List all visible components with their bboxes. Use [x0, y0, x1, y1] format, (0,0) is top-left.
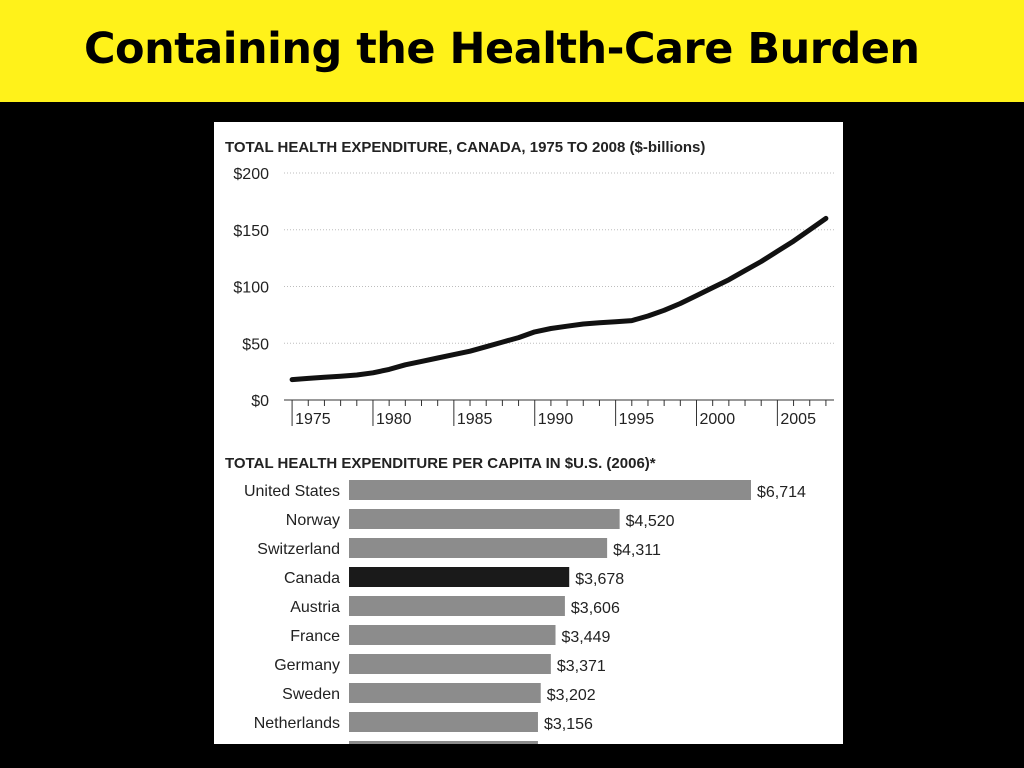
category-label: Austria [290, 599, 340, 616]
y-tick-label: $150 [233, 223, 269, 240]
value-label: $3,449 [562, 629, 611, 646]
value-label: $3,202 [547, 687, 596, 704]
series-line [289, 215, 829, 383]
value-label: $6,714 [757, 484, 806, 501]
value-label: $3,156 [544, 716, 593, 733]
chart-figure: TOTAL HEALTH EXPENDITURE, CANADA, 1975 T… [225, 139, 834, 744]
value-label: $3,371 [557, 658, 606, 675]
y-tick-label: $0 [251, 393, 269, 410]
x-tick-label: 1995 [619, 411, 655, 428]
x-tick-label: 1990 [538, 411, 574, 428]
category-label: France [290, 628, 340, 645]
y-tick-label: $50 [242, 336, 269, 353]
bar-germany [349, 654, 551, 674]
bar-switzerland [349, 538, 608, 558]
bar-norway [349, 509, 620, 529]
category-label: United States [244, 483, 340, 500]
value-label: $3,678 [575, 571, 624, 588]
bar-united-states [349, 480, 751, 500]
bar-chart-title: TOTAL HEALTH EXPENDITURE PER CAPITA IN $… [225, 455, 656, 472]
figure-panel: TOTAL HEALTH EXPENDITURE, CANADA, 1975 T… [214, 122, 843, 744]
slide-title: Containing the Health-Care Burden [84, 24, 920, 74]
x-tick-label: 1975 [295, 411, 331, 428]
value-label: $3,606 [571, 600, 620, 617]
bar-netherlands [349, 712, 538, 732]
value-label: $4,311 [613, 542, 661, 559]
category-label: Sweden [282, 686, 340, 703]
title-bar: Containing the Health-Care Burden [0, 0, 1024, 102]
bar-canada [349, 567, 570, 587]
category-label: Germany [274, 657, 340, 674]
category-label: Netherlands [254, 715, 340, 732]
x-tick-label: 1980 [376, 411, 412, 428]
bar-sweden [349, 683, 541, 703]
y-tick-label: $200 [233, 166, 269, 183]
bar-partial-cutoff [349, 741, 538, 744]
bar-france [349, 625, 556, 645]
bar-austria [349, 596, 565, 616]
value-label: $4,520 [626, 513, 675, 530]
line-chart: TOTAL HEALTH EXPENDITURE, CANADA, 1975 T… [225, 139, 834, 428]
x-tick-label: 2005 [780, 411, 816, 428]
category-label: Switzerland [257, 541, 340, 558]
x-tick-label: 2000 [700, 411, 736, 428]
y-tick-label: $100 [233, 280, 269, 297]
category-label: Norway [286, 512, 340, 529]
x-tick-label: 1985 [457, 411, 493, 428]
category-label: Canada [284, 570, 340, 587]
bar-chart: TOTAL HEALTH EXPENDITURE PER CAPITA IN $… [225, 455, 806, 744]
line-chart-title: TOTAL HEALTH EXPENDITURE, CANADA, 1975 T… [225, 139, 705, 156]
